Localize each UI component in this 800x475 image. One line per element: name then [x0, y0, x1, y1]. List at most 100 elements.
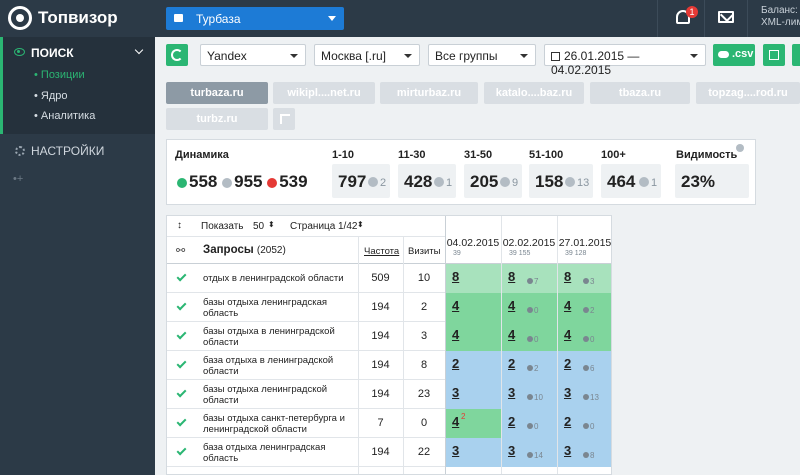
- table-row[interactable]: базы отдыха ленинградской области 194 23 3 3…: [167, 380, 611, 409]
- updown-icon[interactable]: ⬍: [357, 220, 364, 229]
- link-icon[interactable]: ⚯: [176, 245, 186, 257]
- position-value[interactable]: 3: [564, 385, 572, 400]
- position-cell[interactable]: 3: [445, 438, 501, 467]
- sidebar-item-positions[interactable]: • Позиции: [34, 69, 85, 81]
- group-select[interactable]: Все группы: [428, 44, 536, 66]
- project-selector[interactable]: Турбаза: [166, 7, 344, 30]
- date-range-select[interactable]: 26.01.2015 — 04.02.2015: [544, 44, 706, 77]
- visits-header[interactable]: Визиты: [408, 246, 441, 257]
- position-value[interactable]: 8: [452, 269, 460, 284]
- updown-icon[interactable]: ⬍: [268, 220, 275, 229]
- position-value[interactable]: 4: [564, 327, 572, 342]
- date-column-header[interactable]: 02.02.2015 39 155: [501, 216, 557, 264]
- position-value[interactable]: 4: [452, 298, 460, 313]
- position-value[interactable]: 4: [452, 414, 460, 429]
- check-icon[interactable]: [176, 387, 187, 398]
- check-icon[interactable]: [176, 329, 187, 340]
- queries-header[interactable]: Запросы (2052): [203, 244, 286, 256]
- sidebar-item-settings[interactable]: НАСТРОЙКИ: [31, 144, 105, 158]
- position-value[interactable]: 2: [508, 414, 516, 429]
- table-row[interactable]: базы отдыха ленинградская область 194 2 4 4 0…: [167, 293, 611, 322]
- position-value[interactable]: 4: [452, 327, 460, 342]
- competitor-tab[interactable]: turbaza.ru: [166, 82, 268, 104]
- query-text[interactable]: базы отдыха ленинградской области: [203, 383, 328, 406]
- position-value[interactable]: 2: [564, 356, 572, 371]
- position-value[interactable]: 8: [508, 269, 516, 284]
- table-row[interactable]: базы отдыха в ленинградской области 194 3 4…: [167, 322, 611, 351]
- position-value[interactable]: 3: [452, 385, 460, 400]
- competitor-tab[interactable]: turbz.ru: [166, 108, 268, 130]
- position-value[interactable]: 4: [564, 298, 572, 313]
- query-text[interactable]: базы отдыха санкт-петербурга и ленинград…: [203, 412, 345, 435]
- date-column-header[interactable]: 27.01.2015 39 128: [557, 216, 611, 264]
- collapse-toggle[interactable]: •+: [13, 173, 24, 185]
- mail-icon[interactable]: [718, 11, 734, 23]
- check-icon[interactable]: [176, 445, 187, 456]
- query-text[interactable]: база отдыха ленинградская область: [203, 441, 326, 464]
- sidebar-item-analytics[interactable]: • Аналитика: [34, 110, 96, 122]
- sort-icon[interactable]: ↕: [177, 220, 182, 231]
- position-value[interactable]: 3: [508, 443, 516, 458]
- position-cell[interactable]: 4: [445, 322, 501, 351]
- position-value[interactable]: 4: [508, 327, 516, 342]
- position-value[interactable]: 8: [564, 269, 572, 284]
- query-text[interactable]: отдых в ленинградской области: [203, 273, 344, 284]
- engine-select[interactable]: Yandex: [200, 44, 306, 66]
- check-icon[interactable]: [176, 271, 187, 282]
- competitor-tab[interactable]: tbaza.ru: [590, 82, 690, 104]
- position-value[interactable]: 4: [508, 298, 516, 313]
- query-text[interactable]: базы отдыха в ленинградской области: [203, 325, 335, 348]
- frequency-header[interactable]: Частота: [364, 246, 400, 257]
- show-count-select[interactable]: 50: [253, 221, 265, 232]
- position-cell[interactable]: 4: [445, 293, 501, 322]
- table-row[interactable]: базы отдыха санкт-петербурга и ленинград…: [167, 409, 611, 438]
- table-row[interactable]: база отдыха в ленинградской области 194 8 2…: [167, 351, 611, 380]
- competitor-tab[interactable]: mirturbaz.ru: [380, 82, 478, 104]
- settings-button[interactable]: [792, 44, 800, 66]
- balance-info[interactable]: Баланс: XML-лим: [761, 5, 800, 28]
- share-button[interactable]: [763, 44, 785, 66]
- position-cell[interactable]: 3 14: [501, 438, 557, 467]
- query-text[interactable]: базы отдыха ленинградская область: [203, 296, 328, 319]
- position-value[interactable]: 2: [564, 414, 572, 429]
- position-value[interactable]: 2: [508, 356, 516, 371]
- table-row[interactable]: база отдыха ленинградская область 194 22 3 3…: [167, 438, 611, 467]
- position-cell[interactable]: 3: [445, 380, 501, 409]
- position-cell[interactable]: 8: [445, 264, 501, 293]
- query-text[interactable]: база отдыха в ленинградской области: [203, 354, 334, 377]
- logo-icon[interactable]: [8, 6, 32, 30]
- page-select[interactable]: 1/42: [338, 221, 358, 232]
- competitor-tab[interactable]: topzag....rod.ru: [696, 82, 800, 104]
- sidebar-item-core[interactable]: • Ядро: [34, 90, 68, 102]
- table-row[interactable]: отдых в ленинградской области 509 10 8 8 7 8 3: [167, 264, 611, 293]
- date-column-header[interactable]: 04.02.2015 39: [445, 216, 501, 264]
- export-csv-button[interactable]: .csv: [713, 44, 755, 66]
- sidebar-item-search[interactable]: ПОИСК: [31, 46, 74, 60]
- position-value[interactable]: 3: [508, 385, 516, 400]
- competitor-tab[interactable]: wikipl....net.ru: [273, 82, 375, 104]
- help-icon[interactable]: [736, 144, 744, 152]
- position-value[interactable]: 3: [564, 443, 572, 458]
- position-value[interactable]: 3: [452, 443, 460, 458]
- position-cell[interactable]: 3 10: [501, 380, 557, 409]
- competitor-tab[interactable]: katalo....baz.ru: [484, 82, 584, 104]
- position-value[interactable]: 2: [452, 356, 460, 371]
- check-icon[interactable]: [176, 416, 187, 427]
- check-icon[interactable]: [176, 358, 187, 369]
- region-select[interactable]: Москва [.ru]: [314, 44, 420, 66]
- check-icon[interactable]: [176, 300, 187, 311]
- flag-icon[interactable]: [273, 108, 295, 130]
- logo-text[interactable]: Топвизор: [38, 8, 118, 27]
